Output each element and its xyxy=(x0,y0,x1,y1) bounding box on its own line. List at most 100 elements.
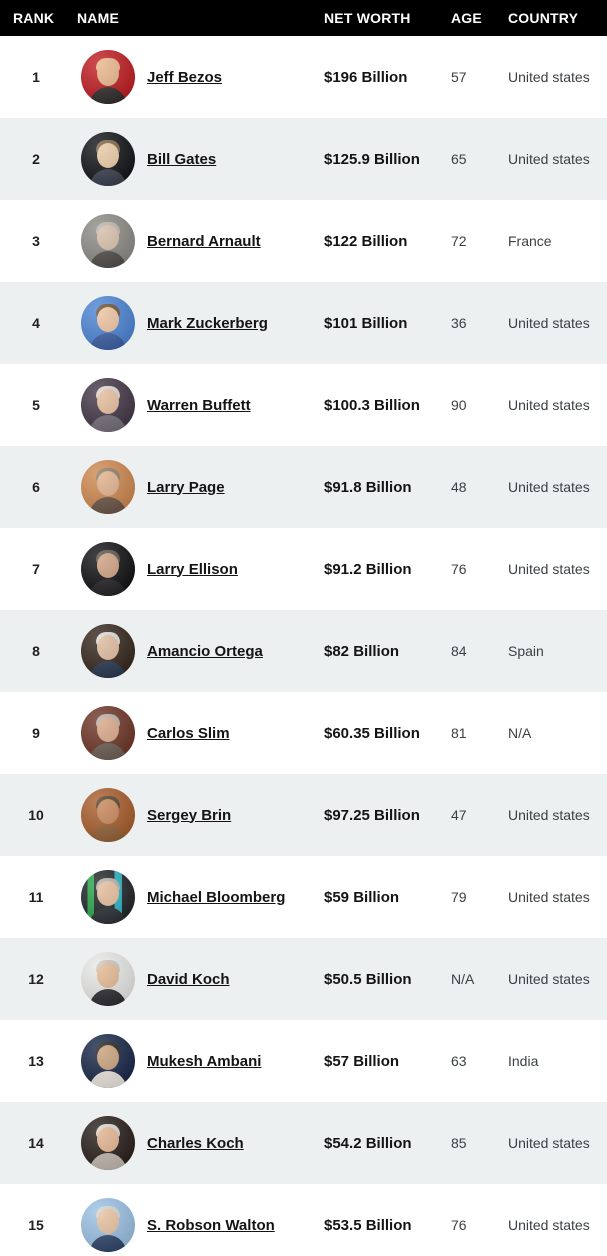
name-link[interactable]: Bill Gates xyxy=(147,150,217,168)
age-cell: 90 xyxy=(451,397,467,413)
table-row: 11 Michael Bloomberg $59 Billion 79 Unit… xyxy=(0,856,607,938)
avatar xyxy=(81,132,135,186)
net-worth-cell: $91.8 Billion xyxy=(324,478,412,496)
age-cell: 84 xyxy=(451,643,467,659)
table-row: 13 Mukesh Ambani $57 Billion 63 India xyxy=(0,1020,607,1102)
avatar-torso-shape xyxy=(89,169,127,186)
avatar xyxy=(81,50,135,104)
country-cell: United states xyxy=(508,397,590,413)
avatar-hair-shape xyxy=(96,632,120,646)
name-link[interactable]: Mukesh Ambani xyxy=(147,1052,262,1070)
net-worth-cell: $100.3 Billion xyxy=(324,396,420,414)
name-cell: Carlos Slim xyxy=(72,706,324,760)
avatar-torso-shape xyxy=(89,661,127,678)
avatar-head-shape xyxy=(97,471,119,496)
name-link[interactable]: Amancio Ortega xyxy=(147,642,263,660)
avatar-hair-shape xyxy=(96,878,120,892)
country-cell: United states xyxy=(508,315,590,331)
net-worth-cell: $59 Billion xyxy=(324,888,400,906)
avatar xyxy=(81,1116,135,1170)
avatar-head-shape xyxy=(97,143,119,168)
name-cell: Bill Gates xyxy=(72,132,324,186)
avatar xyxy=(81,952,135,1006)
table-row: 14 Charles Koch $54.2 Billion 85 United … xyxy=(0,1102,607,1184)
name-cell: Bernard Arnault xyxy=(72,214,324,268)
country-cell: United states xyxy=(508,561,590,577)
rank-cell: 10 xyxy=(28,807,44,823)
age-cell: 76 xyxy=(451,561,467,577)
avatar xyxy=(81,296,135,350)
avatar xyxy=(81,706,135,760)
table-row: 6 Larry Page $91.8 Billion 48 United sta… xyxy=(0,446,607,528)
net-worth-cell: $50.5 Billion xyxy=(324,970,412,988)
net-worth-cell: $60.35 Billion xyxy=(324,724,420,742)
avatar xyxy=(81,542,135,596)
rank-cell: 1 xyxy=(32,69,40,85)
avatar-head-shape xyxy=(97,1209,119,1234)
avatar-hair-shape xyxy=(96,222,120,236)
avatar-torso-shape xyxy=(89,907,127,924)
avatar-head-shape xyxy=(97,717,119,742)
name-link[interactable]: Carlos Slim xyxy=(147,724,230,742)
country-cell: Spain xyxy=(508,643,544,659)
name-link[interactable]: S. Robson Walton xyxy=(147,1216,275,1234)
table-row: 15 S. Robson Walton $53.5 Billion 76 Uni… xyxy=(0,1184,607,1256)
header-cell-net-worth: NET WORTH xyxy=(324,10,411,26)
age-cell: 65 xyxy=(451,151,467,167)
rank-cell: 15 xyxy=(28,1217,44,1233)
table-row: 2 Bill Gates $125.9 Billion 65 United st… xyxy=(0,118,607,200)
country-cell: France xyxy=(508,233,552,249)
avatar-head-shape xyxy=(97,307,119,332)
table-row: 10 Sergey Brin $97.25 Billion 47 United … xyxy=(0,774,607,856)
table-row: 3 Bernard Arnault $122 Billion 72 France xyxy=(0,200,607,282)
age-cell: 79 xyxy=(451,889,467,905)
avatar-head-shape xyxy=(97,963,119,988)
avatar-head-shape xyxy=(97,61,119,86)
name-link[interactable]: Jeff Bezos xyxy=(147,68,223,86)
avatar-hair-shape xyxy=(96,960,120,974)
age-cell: N/A xyxy=(451,971,475,987)
rank-cell: 5 xyxy=(32,397,40,413)
table-row: 5 Warren Buffett $100.3 Billion 90 Unite… xyxy=(0,364,607,446)
avatar-hair-shape xyxy=(96,1124,120,1138)
name-cell: Jeff Bezos xyxy=(72,50,324,104)
table-row: 7 Larry Ellison $91.2 Billion 76 United … xyxy=(0,528,607,610)
age-cell: 72 xyxy=(451,233,467,249)
net-worth-cell: $54.2 Billion xyxy=(324,1134,412,1152)
name-link[interactable]: Charles Koch xyxy=(147,1134,244,1152)
name-cell: Mark Zuckerberg xyxy=(72,296,324,350)
country-cell: United states xyxy=(508,889,590,905)
avatar-torso-shape xyxy=(89,1071,127,1088)
name-link[interactable]: Bernard Arnault xyxy=(147,232,261,250)
avatar-torso-shape xyxy=(89,989,127,1006)
name-link[interactable]: Larry Page xyxy=(147,478,225,496)
name-link[interactable]: Mark Zuckerberg xyxy=(147,314,268,332)
avatar-torso-shape xyxy=(89,1235,127,1252)
rank-cell: 3 xyxy=(32,233,40,249)
name-link[interactable]: David Koch xyxy=(147,970,230,988)
avatar-torso-shape xyxy=(89,415,127,432)
avatar xyxy=(81,460,135,514)
avatar-hair-shape xyxy=(96,714,120,728)
avatar-torso-shape xyxy=(89,1153,127,1170)
name-link[interactable]: Sergey Brin xyxy=(147,806,232,824)
avatar-hair-shape xyxy=(96,386,120,400)
name-link[interactable]: Larry Ellison xyxy=(147,560,238,578)
rank-cell: 6 xyxy=(32,479,40,495)
rank-cell: 13 xyxy=(28,1053,44,1069)
age-cell: 36 xyxy=(451,315,467,331)
avatar-hair-shape xyxy=(96,304,120,318)
avatar-torso-shape xyxy=(89,87,127,104)
table-row: 1 Jeff Bezos $196 Billion 57 United stat… xyxy=(0,36,607,118)
name-cell: S. Robson Walton xyxy=(72,1198,324,1252)
name-link[interactable]: Warren Buffett xyxy=(147,396,251,414)
header-cell-country: COUNTRY xyxy=(508,10,579,26)
country-cell: United states xyxy=(508,807,590,823)
avatar-torso-shape xyxy=(89,333,127,350)
net-worth-cell: $125.9 Billion xyxy=(324,150,420,168)
name-cell: Amancio Ortega xyxy=(72,624,324,678)
net-worth-cell: $57 Billion xyxy=(324,1052,400,1070)
name-link[interactable]: Michael Bloomberg xyxy=(147,888,286,906)
age-cell: 81 xyxy=(451,725,467,741)
avatar xyxy=(81,788,135,842)
